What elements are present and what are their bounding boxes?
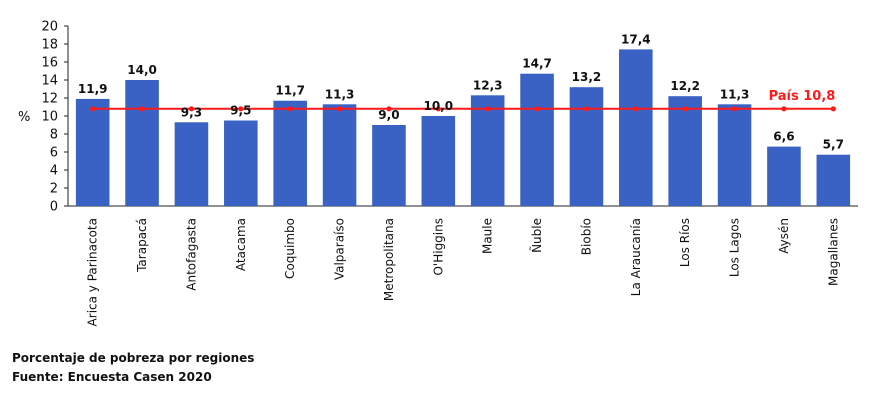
y-tick-label: 6 — [50, 146, 58, 161]
x-tick-label: Antofagasta — [184, 218, 198, 291]
x-tick-label: Magallanes — [826, 218, 840, 286]
bar — [717, 104, 752, 206]
poverty-bar-chart: 0 2 4 6 8 10 12 14 16 18 20 País 10,8 11,9 14,0 9,3 9… — [18, 20, 858, 326]
y-tick-label: 2 — [50, 182, 58, 197]
reference-marker — [633, 106, 639, 112]
y-tick-label: 10 — [41, 110, 58, 125]
data-label: 14,7 — [522, 57, 552, 71]
bar — [520, 73, 554, 206]
reference-marker — [830, 106, 836, 112]
x-tick-label: Valparaíso — [333, 218, 347, 280]
reference-marker — [139, 106, 145, 112]
data-label: 9,0 — [378, 108, 399, 122]
data-label: 12,3 — [473, 78, 503, 92]
x-tick-label: Ñuble — [529, 218, 544, 253]
bar — [273, 100, 307, 206]
reference-marker — [583, 106, 590, 112]
bar — [619, 49, 653, 207]
data-label: 10,0 — [424, 99, 454, 113]
data-label: 14,0 — [127, 63, 157, 77]
reference-line-label: País 10,8 — [769, 89, 836, 104]
y-tick-label: 4 — [50, 164, 58, 179]
bar — [470, 95, 505, 206]
x-tick-label: Atacama — [234, 218, 248, 271]
reference-marker — [336, 106, 343, 112]
bar — [569, 87, 604, 206]
y-tick-label: 12 — [41, 92, 58, 107]
bar — [322, 104, 357, 206]
reference-marker — [682, 106, 688, 112]
bar — [224, 120, 258, 206]
bar — [372, 125, 406, 206]
bar — [174, 122, 209, 206]
x-tick-label: Tarapacá — [135, 218, 149, 273]
bars — [75, 49, 851, 207]
x-tick-label: O'Higgins — [431, 218, 445, 276]
reference-marker — [485, 106, 491, 112]
data-label: 11,9 — [78, 82, 108, 96]
x-tick-label: Los Lagos — [728, 218, 742, 277]
reference-marker — [435, 106, 441, 112]
bar — [421, 116, 456, 206]
y-axis-label: % — [18, 110, 30, 125]
x-tick-label: Maule — [481, 218, 495, 254]
data-label: 11,3 — [325, 87, 355, 101]
reference-marker — [238, 106, 244, 112]
data-label: 13,2 — [572, 70, 602, 84]
x-axis-labels: Arica y Parinacota Tarapacá Antofagasta Ata… — [86, 218, 841, 326]
reference-marker — [188, 106, 195, 112]
y-tick-label: 14 — [41, 74, 58, 89]
reference-line-group: País 10,8 — [90, 89, 836, 112]
x-tick-label: Los Ríos — [678, 218, 692, 267]
x-tick-label: La Araucanía — [629, 218, 643, 296]
reference-marker — [287, 106, 293, 112]
data-label: 6,6 — [773, 130, 794, 144]
y-tick-label: 16 — [41, 56, 58, 71]
x-tick-label: Arica y Parinacota — [86, 218, 100, 326]
data-label: 5,7 — [823, 138, 844, 152]
data-label: 9,3 — [181, 105, 202, 119]
x-tick-label: Biobío — [579, 218, 593, 255]
chart-caption-source: Fuente: Encuesta Casen 2020 — [12, 370, 212, 384]
bar — [75, 98, 110, 206]
reference-marker — [781, 106, 787, 112]
chart-caption-title: Porcentaje de pobreza por regiones — [12, 351, 255, 365]
data-label: 9,5 — [230, 104, 251, 118]
data-label: 11,3 — [720, 87, 750, 101]
y-tick-label: 8 — [50, 128, 58, 143]
y-tick-label: 0 — [50, 200, 58, 215]
x-tick-label: Metropolitana — [382, 218, 396, 301]
reference-marker — [534, 106, 540, 112]
y-tick-label: 18 — [41, 38, 58, 53]
x-tick-label: Aysén — [777, 218, 791, 254]
bar — [125, 80, 159, 206]
data-labels: 11,9 14,0 9,3 9,5 11,7 11,3 9,0 10,0 12,3 14,7 13,… — [78, 32, 844, 151]
reference-marker — [386, 106, 392, 112]
reference-marker — [90, 106, 96, 112]
data-label: 17,4 — [621, 32, 651, 46]
reference-marker — [731, 106, 738, 112]
bar — [767, 146, 801, 206]
y-tick-label: 20 — [41, 20, 58, 35]
bar — [668, 96, 702, 206]
data-label: 11,7 — [275, 84, 305, 98]
data-label: 12,2 — [670, 79, 700, 93]
bar — [816, 154, 851, 206]
x-tick-label: Coquimbo — [283, 218, 297, 279]
